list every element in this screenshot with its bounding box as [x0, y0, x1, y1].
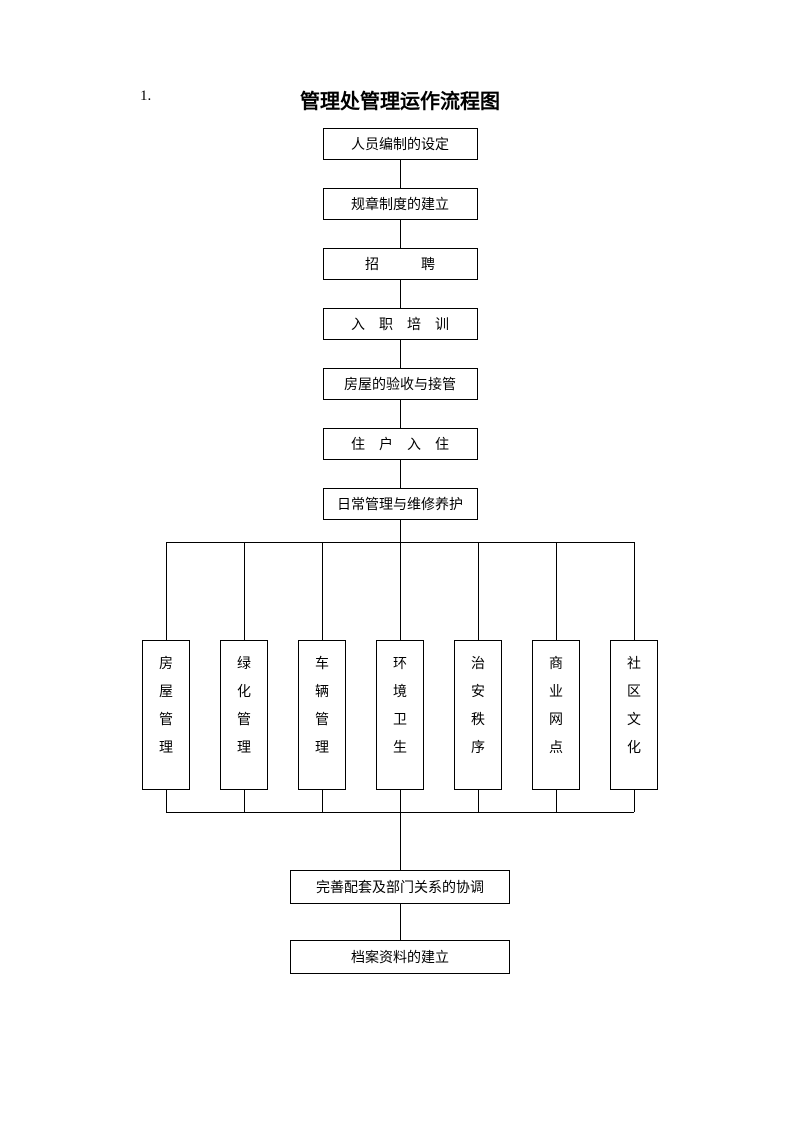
connector-v — [400, 400, 401, 428]
bottom-step-1: 档案资料的建立 — [290, 940, 510, 974]
connector-v — [556, 790, 557, 812]
connector-v — [166, 542, 167, 640]
connector-v — [400, 904, 401, 940]
branch-6: 社区文化 — [610, 640, 658, 790]
branch-3: 环境卫生 — [376, 640, 424, 790]
connector-v — [400, 340, 401, 368]
branch-5: 商业网点 — [532, 640, 580, 790]
connector-v — [400, 160, 401, 188]
branch-1: 绿化管理 — [220, 640, 268, 790]
list-number: 1. — [140, 88, 151, 105]
step-1: 规章制度的建立 — [323, 188, 478, 220]
page: { "type": "flowchart", "listNumber": "1.… — [0, 0, 800, 1132]
connector-v — [400, 812, 401, 870]
connector-v — [556, 542, 557, 640]
connector-v — [322, 542, 323, 640]
connector-v — [322, 790, 323, 812]
connector-v — [400, 520, 401, 542]
step-4: 房屋的验收与接管 — [323, 368, 478, 400]
connector-v — [244, 790, 245, 812]
connector-v — [478, 790, 479, 812]
connector-v — [400, 542, 401, 640]
connector-v — [400, 220, 401, 248]
connector-v — [400, 790, 401, 812]
step-0: 人员编制的设定 — [323, 128, 478, 160]
bottom-step-0: 完善配套及部门关系的协调 — [290, 870, 510, 904]
step-2: 招 聘 — [323, 248, 478, 280]
step-6: 日常管理与维修养护 — [323, 488, 478, 520]
step-3: 入 职 培 训 — [323, 308, 478, 340]
connector-v — [244, 542, 245, 640]
connector-v — [166, 790, 167, 812]
branch-2: 车辆管理 — [298, 640, 346, 790]
branch-4: 治安秩序 — [454, 640, 502, 790]
connector-v — [478, 542, 479, 640]
connector-v — [634, 790, 635, 812]
connector-v — [400, 280, 401, 308]
connector-v — [634, 542, 635, 640]
page-title: 管理处管理运作流程图 — [300, 85, 500, 114]
branch-0: 房屋管理 — [142, 640, 190, 790]
step-5: 住 户 入 住 — [323, 428, 478, 460]
connector-v — [400, 460, 401, 488]
